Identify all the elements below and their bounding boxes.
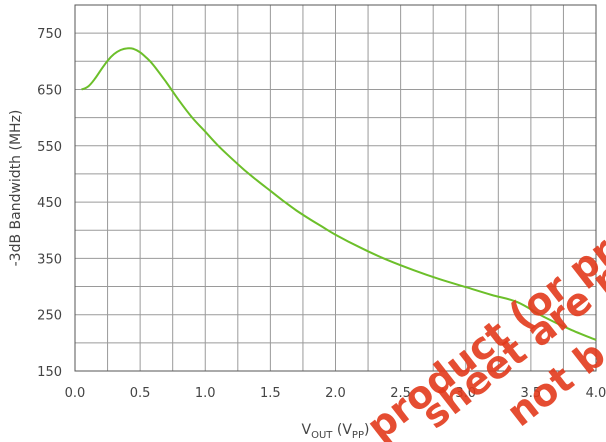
- series-line: [81, 47, 597, 341]
- x-axis-title-end: ): [364, 422, 369, 438]
- x-axis-title-sub2: PP: [352, 430, 364, 441]
- x-tick-label: 0.0: [65, 386, 86, 401]
- x-axis-title-mid: (V: [332, 422, 352, 438]
- y-tick-label: 350: [37, 252, 62, 267]
- x-tick-label: 1.0: [195, 386, 216, 401]
- x-tick-label: 4.0: [586, 386, 606, 401]
- series-layer: [81, 47, 597, 341]
- y-tick-label: 450: [37, 196, 62, 211]
- y-tick-label: 650: [37, 83, 62, 98]
- y-tick-label: 150: [37, 365, 62, 380]
- x-tick-label: 1.5: [260, 386, 281, 401]
- x-tick-label: 2.5: [390, 386, 411, 401]
- plot-frame: [74, 4, 597, 372]
- x-axis-title: VOUT (VPP): [302, 422, 370, 441]
- y-tick-label: 750: [37, 27, 62, 42]
- y-tick-label: 250: [37, 309, 62, 324]
- y-tick-label: 550: [37, 140, 62, 155]
- x-axis-title-main: V: [302, 422, 312, 438]
- y-axis-title: -3dB Bandwidth (MHz): [8, 110, 24, 267]
- x-tick-label: 2.0: [325, 386, 346, 401]
- x-tick-label: 3.5: [521, 386, 542, 401]
- x-tick-labels: 0.0 0.5 1.0 1.5 2.0 2.5 3.0 3.5 4.0: [65, 386, 606, 401]
- y-tick-labels: 150 250 350 450 550 650 750: [37, 27, 62, 380]
- x-axis-title-sub1: OUT: [311, 430, 333, 441]
- x-tick-label: 3.0: [455, 386, 476, 401]
- x-tick-label: 0.5: [130, 386, 151, 401]
